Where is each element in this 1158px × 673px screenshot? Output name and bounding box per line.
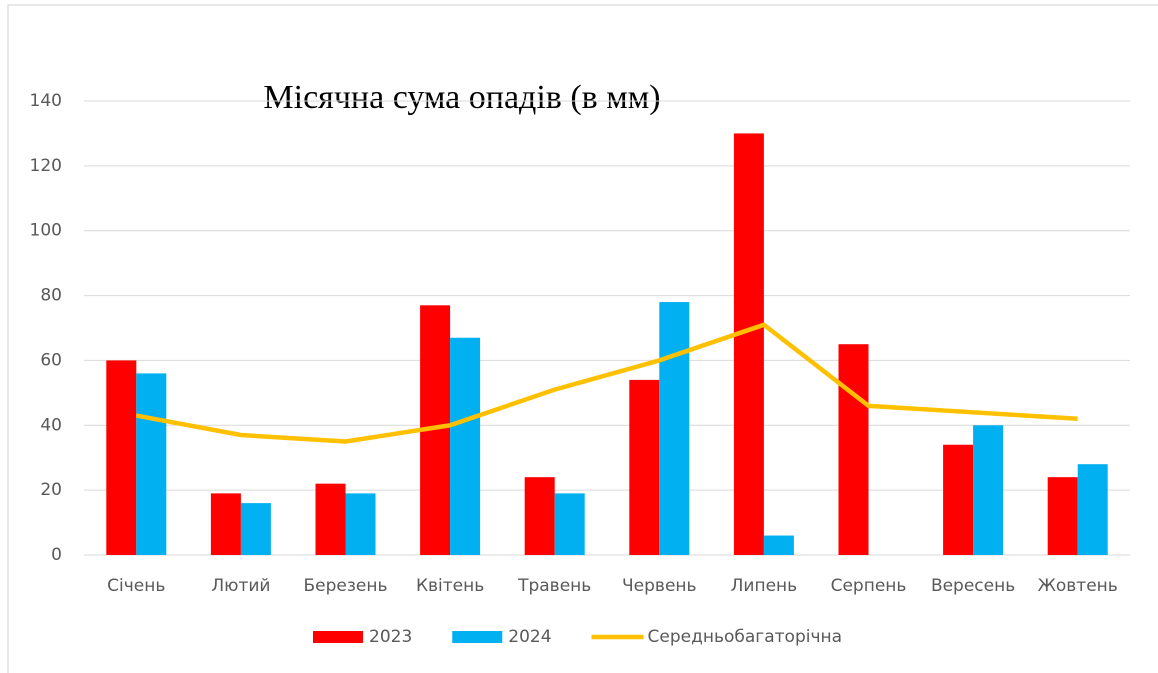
x-tick-label: Липень xyxy=(731,576,798,596)
bar xyxy=(629,379,660,555)
y-tick-label: 40 xyxy=(40,415,62,435)
bar xyxy=(524,477,555,555)
legend-swatch xyxy=(313,631,363,643)
y-tick-label: 60 xyxy=(40,350,62,370)
x-tick-label: Лютий xyxy=(211,576,270,596)
y-tick-label: 100 xyxy=(30,221,62,241)
legend-swatch xyxy=(452,631,503,643)
y-tick-label: 20 xyxy=(40,480,62,500)
x-tick-label: Березень xyxy=(303,576,387,596)
x-tick-label: Січень xyxy=(107,576,165,596)
y-tick-label: 80 xyxy=(40,286,62,306)
legend-label: 2023 xyxy=(369,627,412,647)
chart-title: Місячна сума опадів (в мм) xyxy=(263,79,660,116)
chart-border xyxy=(7,4,1158,673)
legend-label: Середньобагаторічна xyxy=(648,627,843,647)
bar xyxy=(1047,477,1078,555)
x-tick-label: Червень xyxy=(622,576,697,596)
bar xyxy=(1077,464,1108,555)
bar xyxy=(733,133,764,555)
legend-label: 2024 xyxy=(508,627,551,647)
bar xyxy=(345,493,376,555)
bar xyxy=(763,535,794,555)
bar xyxy=(838,344,869,555)
bar xyxy=(315,483,346,555)
bar xyxy=(240,503,271,555)
x-tick-label: Травень xyxy=(517,576,591,596)
y-tick-label: 0 xyxy=(51,545,62,565)
bar xyxy=(554,493,585,555)
bar xyxy=(659,302,690,555)
bar xyxy=(106,360,137,555)
bar xyxy=(210,493,241,555)
line xyxy=(135,322,1078,444)
x-tick-label: Вересень xyxy=(931,576,1015,596)
bar xyxy=(973,425,1004,555)
bar xyxy=(136,373,167,555)
bar xyxy=(943,444,974,555)
y-tick-label: 120 xyxy=(30,156,62,176)
x-tick-label: Квітень xyxy=(416,576,484,596)
x-tick-label: Жовтень xyxy=(1038,576,1118,596)
y-tick-label: 140 xyxy=(30,91,62,111)
bar xyxy=(450,337,481,555)
x-tick-label: Серпень xyxy=(831,576,907,596)
